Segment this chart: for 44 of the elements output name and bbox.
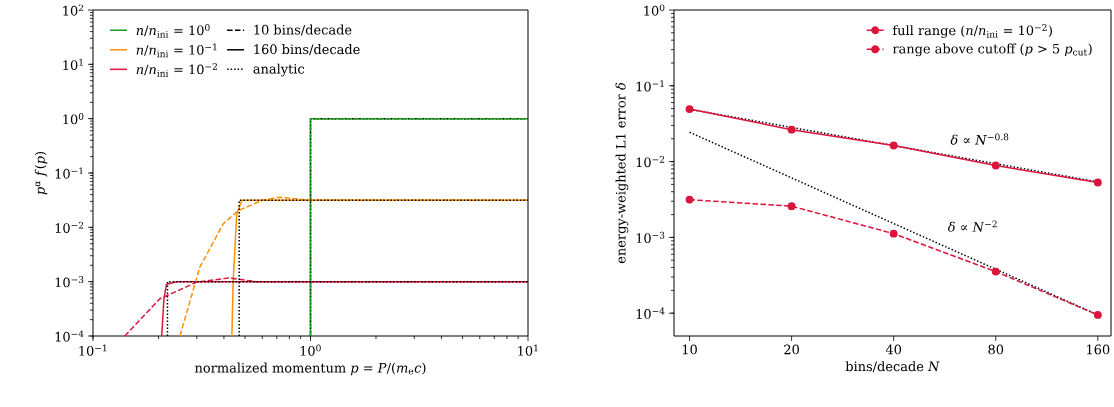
- annotation: δ ∝ N$^{−2}$: [948, 220, 997, 232]
- point: [685, 195, 694, 204]
- y-axis-title: p$^{α}$ f(p): [34, 151, 48, 195]
- x-tick-label: 10$^{−1}$: [79, 344, 107, 356]
- x-tick-label: 10$^{1}$: [518, 344, 538, 356]
- y-tick-label: 10$^{0}$: [63, 113, 84, 125]
- x-tick-label: 80: [988, 344, 1004, 355]
- point: [787, 125, 796, 134]
- x-tick-label: 40: [885, 344, 902, 355]
- point: [787, 202, 796, 211]
- y-axis-title: energy-weighted L1 error δ: [615, 82, 629, 264]
- annotation: δ ∝ N$^{−0.8}$: [950, 133, 1009, 145]
- point: [889, 229, 898, 238]
- legend-label: 10 bins/decade: [254, 24, 352, 36]
- x-tick-label: 10$^{0}$: [300, 344, 321, 356]
- legend-label: n/n$_{ini}$ = 10$^{−1}$: [136, 43, 217, 58]
- point: [1093, 310, 1102, 319]
- y-tick-label: 10$^{1}$: [63, 58, 83, 70]
- legend-label: analytic: [253, 63, 305, 77]
- legend-label: range above cutoff (p > 5 p$_{cut}$): [892, 43, 1092, 57]
- y-tick-label: 10$^{−4}$: [636, 307, 665, 319]
- y-tick-label: 10$^{0}$: [644, 4, 665, 16]
- point: [991, 267, 1000, 276]
- y-tick-label: 10$^{−3}$: [636, 231, 665, 244]
- legend-label: full range (n/n$_{ini}$ = 10$^{−2}$): [892, 23, 1052, 38]
- x-tick-label: 160: [1087, 344, 1110, 355]
- y-tick-label: 10$^{−3}$: [55, 276, 84, 288]
- point: [889, 141, 898, 150]
- legend-label: 160 bins/decade: [254, 44, 360, 56]
- y-tick-label: 10$^{−2}$: [55, 221, 84, 233]
- x-tick-label: 10: [682, 344, 697, 355]
- text: normalized momentum p = P/(m$_{e}$c): [194, 362, 426, 376]
- x-axis-title: bins/decade N: [845, 361, 940, 373]
- x-tick-label: 20: [784, 344, 799, 355]
- point: [685, 105, 694, 114]
- legend-label: n/n$_{ini}$ = 10$^{−2}$: [136, 63, 217, 77]
- y-tick-label: 10$^{2}$: [63, 4, 84, 16]
- y-tick-label: 10$^{−4}$: [55, 330, 84, 342]
- y-tick-label: 10$^{−1}$: [55, 167, 83, 179]
- y-tick-label: 10$^{−1}$: [636, 80, 664, 92]
- point: [1093, 178, 1102, 187]
- legend-label: n/n$_{ini}$ = 10$^{0}$: [136, 23, 210, 38]
- point: [991, 161, 1000, 170]
- y-tick-label: 10$^{−2}$: [636, 155, 665, 168]
